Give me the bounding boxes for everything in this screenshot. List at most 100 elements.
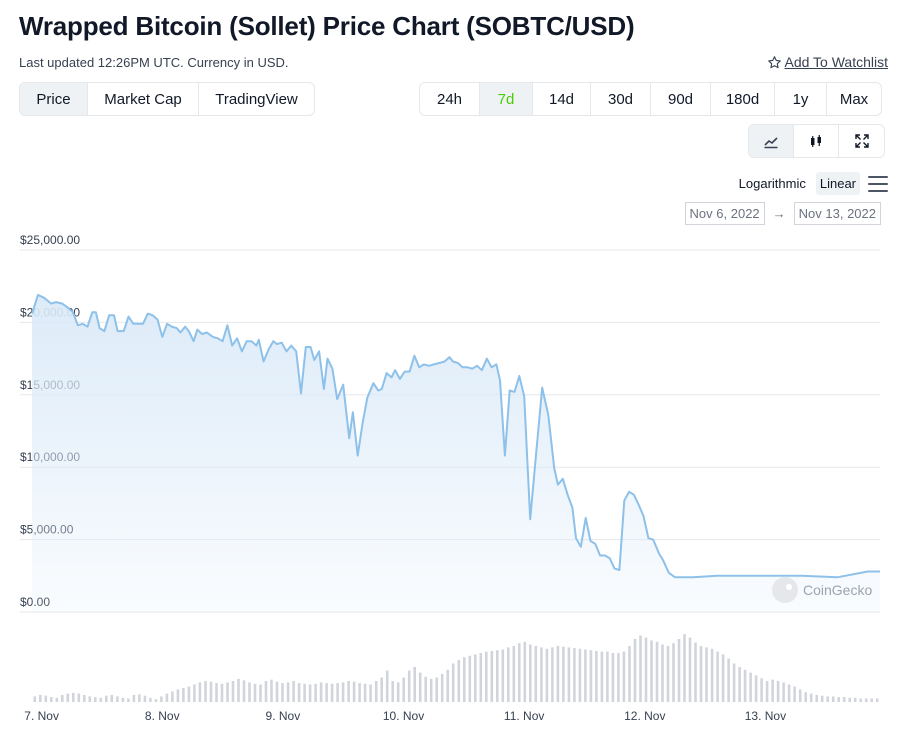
date-to[interactable]: Nov 13, 2022 <box>793 202 881 225</box>
volume-bar <box>215 683 218 702</box>
volume-bar <box>655 641 659 702</box>
volume-bar <box>512 646 516 702</box>
range-24h[interactable]: 24h <box>420 83 480 115</box>
volume-bar <box>83 695 86 702</box>
volume-bar <box>55 697 59 702</box>
tab-price[interactable]: Price <box>20 83 88 115</box>
volume-bar <box>485 651 488 702</box>
volume-bar <box>727 658 730 702</box>
coingecko-watermark: CoinGecko <box>803 582 872 598</box>
volume-bar <box>253 683 257 702</box>
volume-bar <box>165 693 169 702</box>
date-from[interactable]: Nov 6, 2022 <box>684 202 765 225</box>
chart-menu-icon[interactable] <box>868 175 888 192</box>
volume-bar <box>341 682 345 702</box>
volume-bar <box>837 697 840 702</box>
scale-logarithmic[interactable]: Logarithmic <box>738 176 806 191</box>
volume-bar <box>391 681 394 702</box>
range-1y[interactable]: 1y <box>775 83 827 115</box>
volume-bar <box>842 697 846 702</box>
volume-bar <box>463 657 466 702</box>
volume-bar <box>220 683 224 702</box>
page-title: Wrapped Bitcoin (Sollet) Price Chart (SO… <box>19 11 635 41</box>
volume-bar <box>672 643 675 702</box>
volume-bar <box>606 651 609 702</box>
volume-bar <box>204 681 207 702</box>
x-tick-label: 9. Nov <box>266 709 301 723</box>
range-180d[interactable]: 180d <box>711 83 775 115</box>
volume-bar <box>474 654 477 702</box>
volume-bar <box>793 686 796 702</box>
volume-bar <box>72 692 75 702</box>
range-90d[interactable]: 90d <box>651 83 711 115</box>
volume-bar <box>226 682 229 702</box>
line-chart-button[interactable] <box>749 125 794 157</box>
x-tick-label: 8. Nov <box>145 709 180 723</box>
volume-bar <box>99 697 103 702</box>
volume-bar <box>413 667 416 702</box>
volume-bar <box>518 643 521 702</box>
volume-bar <box>578 648 582 702</box>
fullscreen-button[interactable] <box>839 125 884 157</box>
volume-bar <box>633 639 637 702</box>
volume-bar <box>292 681 295 702</box>
volume-bar <box>468 655 472 702</box>
candlestick-button[interactable] <box>794 125 839 157</box>
volume-bar <box>429 678 433 702</box>
volume-bar <box>446 669 449 702</box>
range-max[interactable]: Max <box>839 90 869 108</box>
volume-bar <box>782 682 785 702</box>
add-to-watchlist-link[interactable]: Add To Watchlist <box>767 54 888 70</box>
volume-bar <box>523 641 527 702</box>
volume-bar <box>710 648 714 702</box>
volume-bar <box>617 653 620 702</box>
price-chart[interactable]: $0.00$5,000.00$10,000.00$15,000.00$20,00… <box>0 230 900 735</box>
volume-bar <box>363 683 367 702</box>
volume-bar <box>149 697 152 702</box>
volume-bar <box>33 696 37 702</box>
volume-bar <box>116 696 119 702</box>
volume-bar <box>540 647 543 702</box>
tab-market-cap[interactable]: Market Cap <box>88 83 199 115</box>
coingecko-logo-icon <box>772 577 798 603</box>
x-tick-label: 12. Nov <box>624 709 665 723</box>
scale-linear[interactable]: Linear <box>815 172 860 195</box>
volume-bar <box>424 676 427 702</box>
volume-bar <box>831 696 835 702</box>
volume-bar <box>50 697 53 702</box>
volume-bar <box>683 634 686 702</box>
tab-tradingview[interactable]: TradingView <box>215 90 298 108</box>
volume-bar <box>815 695 818 702</box>
volume-bar <box>853 697 857 702</box>
volume-bar <box>402 677 405 702</box>
volume-bar <box>639 635 642 702</box>
volume-bar <box>749 672 752 702</box>
volume-bar <box>628 646 631 702</box>
volume-bar <box>534 646 538 702</box>
range-30d[interactable]: 30d <box>591 83 651 115</box>
volume-bar <box>105 695 108 702</box>
volume-bar <box>457 660 461 702</box>
x-tick-label: 13. Nov <box>745 709 786 723</box>
scale-toggle: Logarithmic Linear <box>735 172 888 195</box>
volume-bar <box>699 646 703 702</box>
volume-bar <box>798 689 802 702</box>
volume-bar <box>688 637 692 702</box>
price-line[interactable] <box>31 293 880 579</box>
volume-bar <box>259 684 262 702</box>
range-14d[interactable]: 14d <box>533 83 591 115</box>
volume-bar <box>242 680 246 702</box>
volume-bar <box>732 663 736 702</box>
volume-bar <box>193 684 196 702</box>
volume-bar <box>595 650 598 702</box>
volume-bar <box>661 644 664 702</box>
arrow-icon: → <box>772 206 786 221</box>
x-tick-label: 7. Nov <box>24 709 59 723</box>
volume-bar <box>870 698 873 702</box>
range-7d[interactable]: 7d <box>480 83 533 115</box>
volume-bar <box>154 699 158 702</box>
volume-bar <box>264 681 268 702</box>
chart-tabs: Price Market Cap TradingView <box>19 82 315 116</box>
volume-bar <box>567 647 571 702</box>
expand-icon <box>854 134 869 148</box>
